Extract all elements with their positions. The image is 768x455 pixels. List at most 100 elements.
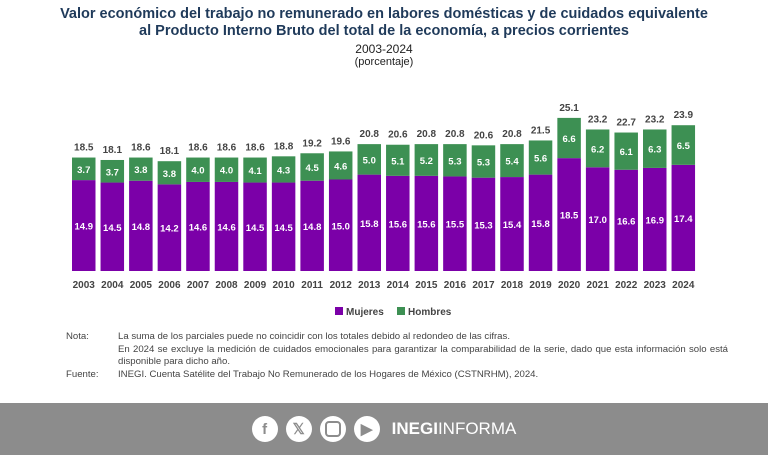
label-total-2014: 20.6: [388, 130, 408, 141]
label-hombres-2021: 6.2: [591, 144, 604, 155]
label-total-2016: 20.8: [445, 129, 465, 140]
label-mujeres-2008: 14.6: [217, 222, 236, 233]
bar-hombres-2011: [300, 153, 324, 181]
bar-hombres-2006: [157, 161, 182, 185]
bar-hombres-2005: [129, 157, 153, 181]
label-total-2006: 18.1: [160, 146, 180, 157]
bar-mujeres-2011: [300, 180, 324, 271]
facebook-icon[interactable]: f: [251, 416, 278, 442]
label-mujeres-2011: 14.8: [303, 222, 322, 233]
legend-swatch-mujeres: [335, 307, 343, 315]
x-tick-2022: 2022: [615, 280, 638, 291]
label-hombres-2019: 5.6: [534, 154, 547, 165]
label-hombres-2010: 4.3: [277, 165, 290, 176]
label-total-2017: 20.6: [474, 130, 494, 141]
x-tick-2024: 2024: [672, 280, 695, 291]
chart-subtitle: 2003-2024: [355, 42, 413, 56]
label-hombres-2015: 5.2: [420, 156, 433, 167]
bar-mujeres-2019: [528, 174, 553, 271]
label-mujeres-2017: 15.3: [474, 220, 493, 231]
label-hombres-2022: 6.1: [620, 147, 634, 158]
x-tick-2016: 2016: [444, 280, 467, 291]
label-hombres-2011: 4.5: [306, 163, 320, 174]
label-hombres-2006: 3.8: [163, 169, 176, 180]
x-tick-2015: 2015: [415, 280, 438, 291]
label-total-2011: 19.2: [302, 138, 322, 149]
legend-swatch-hombres: [397, 307, 405, 315]
label-hombres-2016: 5.3: [448, 156, 461, 167]
label-total-2012: 19.6: [331, 136, 351, 147]
label-total-2004: 18.1: [103, 145, 123, 156]
label-hombres-2024: 6.5: [677, 141, 691, 152]
fuente: INEGI. Cuenta Satélite del Trabajo No Re…: [118, 368, 539, 380]
x-tick-2018: 2018: [501, 280, 524, 291]
x-tick-2020: 2020: [558, 280, 581, 291]
label-mujeres-2019: 15.8: [531, 219, 550, 230]
x-tick-2004: 2004: [101, 280, 124, 291]
bar-hombres-2010: [271, 156, 296, 183]
bar-hombres-2016: [443, 144, 467, 177]
bar-mujeres-2018: [500, 177, 524, 271]
bar-mujeres-2007: [186, 181, 210, 271]
label-hombres-2007: 4.0: [191, 166, 204, 177]
footer: f 𝕏 ▶ INEGIINFORMA: [0, 403, 768, 455]
label-mujeres-2003: 14.9: [75, 222, 94, 233]
x-tick-2012: 2012: [330, 280, 353, 291]
bar-hombres-2024: [671, 125, 696, 165]
bar-hombres-2009: [243, 157, 267, 183]
label-total-2020: 25.1: [559, 103, 579, 114]
bar-hombres-2003: [72, 157, 96, 181]
x-tick-2010: 2010: [272, 280, 295, 291]
label-mujeres-2006: 14.2: [160, 224, 179, 235]
chart-unit: (porcentaje): [354, 56, 414, 68]
bar-mujeres-2020: [557, 158, 581, 271]
bar-mujeres-2017: [471, 177, 496, 271]
bar-mujeres-2012: [328, 179, 353, 271]
brand: INEGIINFORMA: [392, 419, 517, 439]
nota-1: La suma de los parciales puede no coinci…: [118, 331, 510, 342]
label-hombres-2008: 4.0: [220, 166, 233, 177]
chart-title: Valor económico del trabajo no remunerad…: [0, 6, 768, 40]
x-tick-2003: 2003: [73, 280, 96, 291]
x-tick-2005: 2005: [130, 280, 153, 291]
bar-hombres-2004: [100, 159, 125, 183]
x-tick-2021: 2021: [587, 280, 610, 291]
title-line-2: al Producto Interno Bruto del total de l…: [139, 23, 629, 39]
x-tick-2009: 2009: [244, 280, 267, 291]
label-hombres-2009: 4.1: [248, 166, 262, 177]
youtube-icon[interactable]: ▶: [353, 416, 380, 442]
label-mujeres-2004: 14.5: [103, 223, 122, 234]
bar-mujeres-2008: [214, 181, 239, 271]
bar-mujeres-2006: [157, 184, 182, 271]
bar-hombres-2014: [386, 144, 410, 176]
nota-label: Nota:: [66, 331, 89, 342]
label-total-2003: 18.5: [74, 143, 94, 154]
label-hombres-2004: 3.7: [106, 167, 119, 178]
bar-mujeres-2023: [643, 167, 667, 271]
bar-mujeres-2016: [443, 176, 467, 271]
label-mujeres-2015: 15.6: [417, 219, 436, 230]
title-line-1: Valor económico del trabajo no remunerad…: [60, 6, 708, 22]
label-hombres-2018: 5.4: [505, 157, 519, 168]
bar-hombres-2017: [471, 145, 496, 178]
instagram-icon[interactable]: [319, 416, 346, 442]
legend-label-hombres: Hombres: [408, 307, 452, 318]
label-total-2022: 22.7: [616, 118, 636, 129]
label-total-2013: 20.8: [360, 129, 380, 140]
bar-hombres-2018: [500, 144, 524, 178]
label-mujeres-2005: 14.8: [132, 222, 151, 233]
label-total-2023: 23.2: [645, 114, 665, 125]
label-mujeres-2020: 18.5: [560, 211, 579, 222]
bar-hombres-2022: [614, 132, 638, 170]
bar-hombres-2019: [528, 140, 553, 175]
label-hombres-2012: 4.6: [334, 161, 347, 172]
bar-hombres-2013: [357, 144, 381, 175]
label-hombres-2014: 5.1: [391, 156, 405, 167]
x-icon[interactable]: 𝕏: [285, 416, 312, 442]
x-tick-2014: 2014: [387, 280, 410, 291]
bar-mujeres-2013: [357, 174, 381, 271]
brand-rest: INFORMA: [437, 419, 517, 438]
bar-hombres-2020: [557, 117, 581, 159]
bar-mujeres-2005: [129, 180, 153, 271]
label-mujeres-2013: 15.8: [360, 219, 379, 230]
